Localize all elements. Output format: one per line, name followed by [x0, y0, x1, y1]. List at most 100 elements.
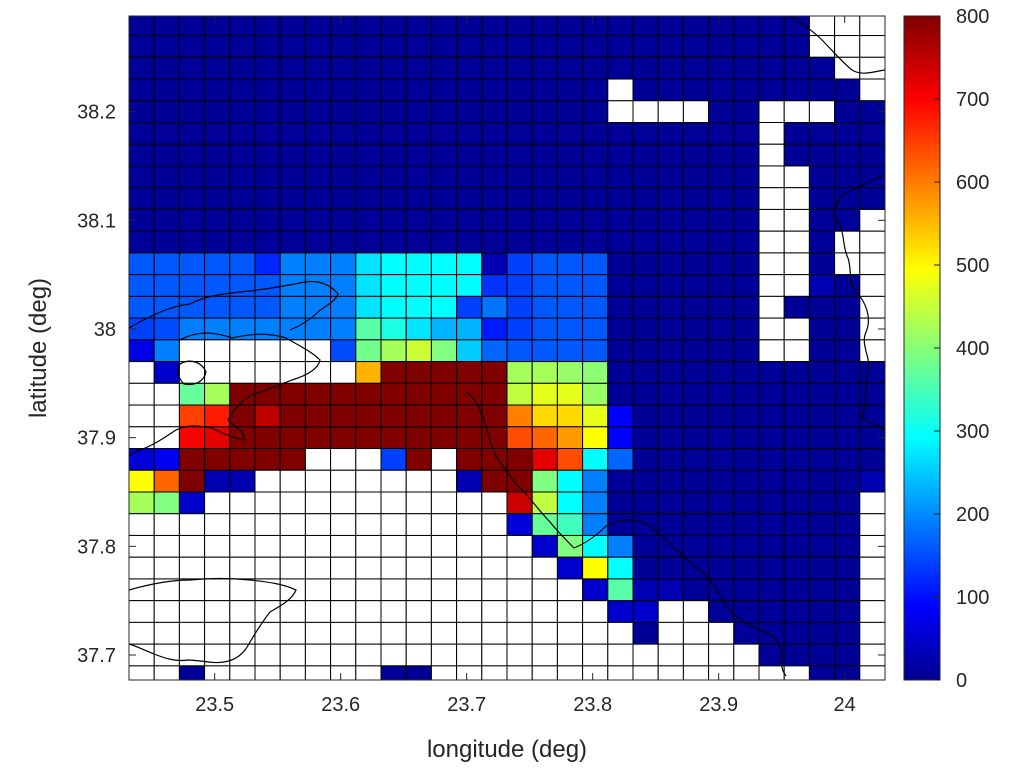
heatmap-cell [632, 295, 659, 319]
heatmap-cell [834, 578, 861, 602]
heatmap-cell-empty [859, 665, 885, 680]
heatmap-cell [733, 578, 760, 602]
heatmap-cell [783, 382, 810, 406]
y-tick-label: 38.2 [77, 102, 116, 124]
heatmap-cell-empty [304, 556, 332, 580]
heatmap-cell [430, 208, 458, 232]
heatmap-cell [178, 274, 206, 297]
heatmap-cell-empty [783, 252, 810, 276]
heatmap-cell [632, 122, 659, 145]
heatmap-cell [254, 448, 281, 471]
heatmap-cell [456, 252, 483, 276]
heatmap-cell-empty [178, 600, 206, 623]
coastline-east-shore [834, 174, 885, 433]
colorbar-tick-label: 500 [956, 255, 989, 277]
heatmap-cell-empty [229, 665, 256, 680]
heatmap-cell [834, 317, 861, 341]
heatmap-cell [481, 339, 508, 363]
heatmap-cell-empty [733, 643, 760, 667]
heatmap-cell-empty [279, 534, 306, 558]
heatmap-cell-empty [859, 274, 885, 297]
heatmap-cell [254, 295, 281, 319]
heatmap-cell-empty [178, 513, 206, 536]
heatmap-cell [783, 295, 810, 319]
heatmap-cell [254, 143, 281, 167]
heatmap-cell-empty [783, 165, 810, 189]
heatmap-cell [430, 100, 458, 123]
heatmap-cell [682, 534, 710, 558]
heatmap-cell-empty [481, 491, 508, 515]
heatmap-cell [456, 143, 483, 167]
heatmap-cell-empty [254, 556, 281, 580]
heatmap-cell [405, 426, 432, 450]
heatmap-cell [708, 317, 735, 341]
heatmap-cell [808, 122, 836, 145]
heatmap-cell [178, 491, 206, 515]
heatmap-cell [733, 361, 760, 384]
heatmap-cell [355, 339, 382, 363]
heatmap-cell [129, 252, 155, 276]
heatmap-cell [556, 448, 584, 471]
heatmap-cell [834, 361, 861, 384]
heatmap-cell [330, 35, 357, 58]
heatmap-cell-empty [330, 600, 357, 623]
heatmap-cell [632, 339, 659, 363]
heatmap-cell [229, 165, 256, 189]
heatmap-cell [153, 187, 180, 210]
heatmap-cell [834, 534, 861, 558]
heatmap-cell-empty [254, 339, 281, 363]
heatmap-cell [355, 274, 382, 297]
heatmap-cell [582, 35, 609, 58]
heatmap-cell-empty [330, 665, 357, 680]
heatmap-cell [481, 143, 508, 167]
heatmap-cell [129, 187, 155, 210]
heatmap-cell [682, 361, 710, 384]
heatmap-cell [380, 230, 407, 254]
x-tick-label: 23.6 [321, 694, 360, 716]
heatmap-cell [632, 578, 659, 602]
heatmap-cell-empty [531, 600, 558, 623]
heatmap-cell-empty [380, 578, 407, 602]
heatmap-cell [153, 339, 180, 363]
heatmap-cell [430, 35, 458, 58]
heatmap-cell [582, 534, 609, 558]
heatmap-cell [808, 78, 836, 102]
heatmap-cell-empty [405, 600, 432, 623]
heatmap-cell [556, 252, 584, 276]
heatmap-cell [708, 252, 735, 276]
y-axis: 37.7 37.8 37.9 38 38.1 38.2 [77, 102, 885, 667]
heatmap-cell [430, 230, 458, 254]
heatmap-cell [204, 122, 231, 145]
heatmap-cell [279, 35, 306, 58]
heatmap-cell [254, 252, 281, 276]
heatmap-cell-empty [304, 534, 332, 558]
heatmap-cell [758, 600, 785, 623]
heatmap-cell-empty [304, 513, 332, 536]
heatmap-cell-empty [481, 600, 508, 623]
heatmap-cell [304, 252, 332, 276]
heatmap-cell-empty [355, 556, 382, 580]
heatmap-cell-empty [783, 100, 810, 123]
heatmap-cell [304, 143, 332, 167]
heatmap-cell [657, 56, 684, 80]
heatmap-cell [254, 187, 281, 210]
heatmap-cell [556, 426, 584, 450]
heatmap-cell [204, 295, 231, 319]
heatmap-cell [204, 274, 231, 297]
heatmap-cell [556, 165, 584, 189]
heatmap-cell [733, 165, 760, 189]
heatmap-cell [859, 361, 885, 384]
heatmap-cell-empty [607, 78, 634, 102]
heatmap-cell [632, 208, 659, 232]
heatmap-cell [279, 382, 306, 406]
heatmap-cell [808, 230, 836, 254]
heatmap-cell [733, 252, 760, 276]
x-tick-label: 23.9 [699, 694, 738, 716]
heatmap-cell [632, 165, 659, 189]
heatmap-cell-empty [254, 361, 281, 384]
heatmap-cell [531, 208, 558, 232]
heatmap-cell-empty [229, 513, 256, 536]
heatmap-cell [758, 78, 785, 102]
heatmap-cell [531, 317, 558, 341]
heatmap-cell [632, 600, 659, 623]
